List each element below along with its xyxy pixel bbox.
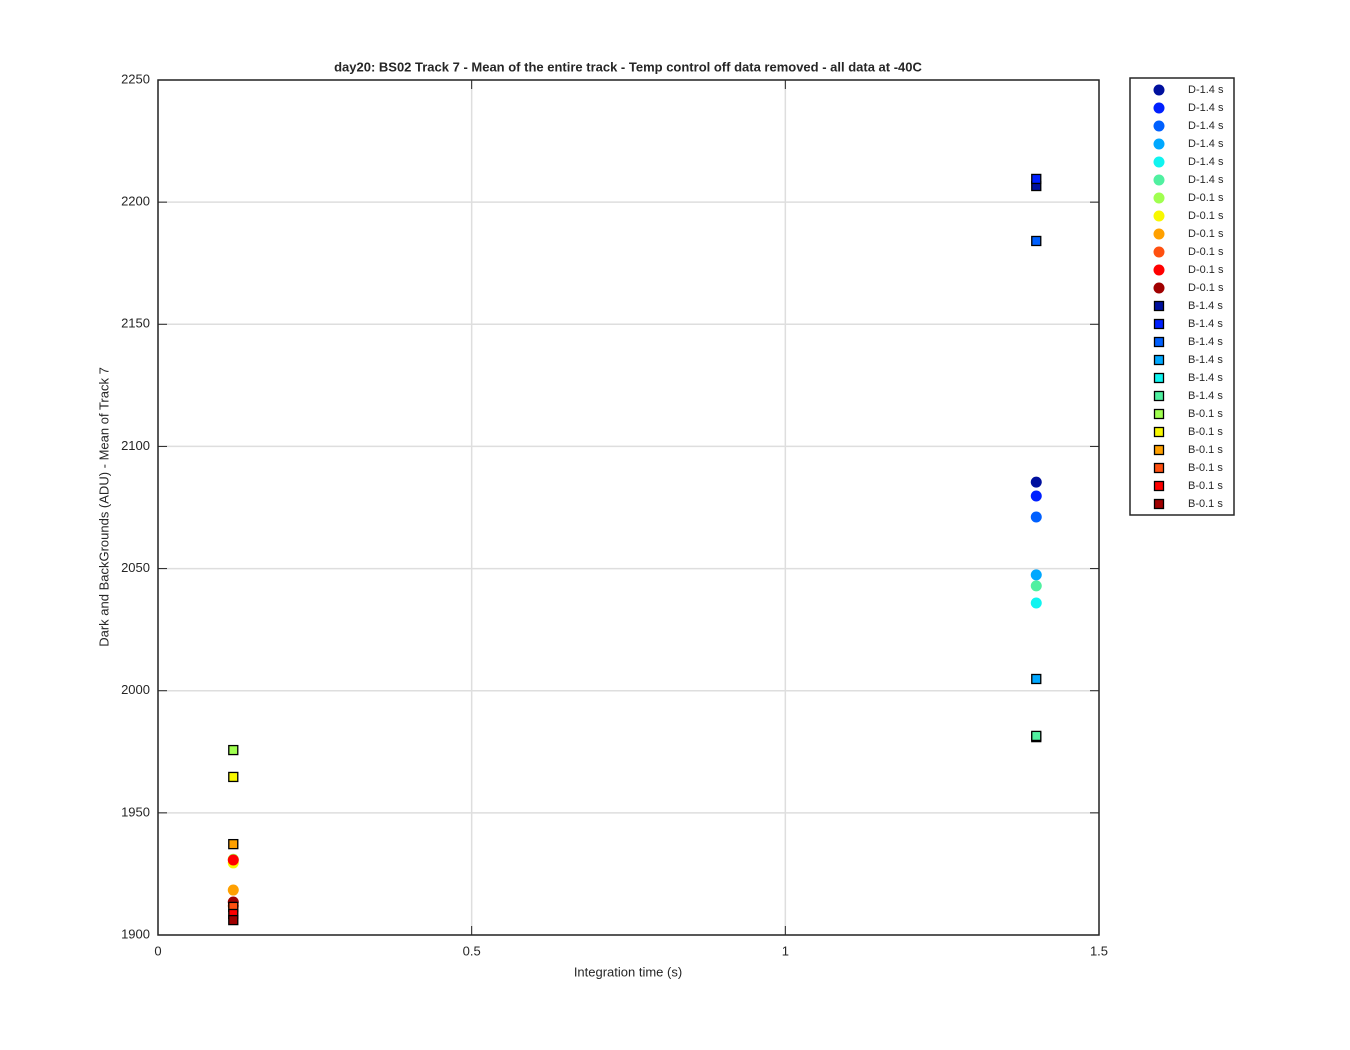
plot-area: [158, 80, 1099, 935]
legend-label: D-1.4 s: [1188, 84, 1224, 96]
legend-label: B-0.1 s: [1188, 480, 1223, 492]
legend-marker: [1153, 120, 1165, 132]
x-tick-label: 1: [782, 943, 789, 958]
legend-marker: [1153, 210, 1165, 222]
legend-marker: [1153, 282, 1165, 294]
point: [1030, 597, 1042, 609]
legend-label: B-0.1 s: [1188, 408, 1223, 420]
legend-label: D-0.1 s: [1188, 246, 1224, 258]
point: [1030, 569, 1042, 581]
legend-label: B-0.1 s: [1188, 498, 1223, 510]
point: [228, 914, 239, 926]
legend-label: B-1.4 s: [1188, 318, 1223, 330]
legend-marker: [1153, 336, 1165, 348]
legend-label: B-1.4 s: [1188, 390, 1223, 402]
x-tick-label: 0: [154, 943, 161, 958]
y-tick-label: 2200: [121, 194, 150, 209]
point: [227, 854, 239, 866]
legend-marker: [1153, 156, 1165, 168]
legend-label: D-0.1 s: [1188, 264, 1224, 276]
y-tick-label: 1950: [121, 804, 150, 819]
legend-marker: [1153, 390, 1165, 402]
legend-label: B-0.1 s: [1188, 426, 1223, 438]
x-tick-label: 0.5: [463, 943, 481, 958]
y-tick-label: 1900: [121, 926, 150, 941]
legend-label: D-1.4 s: [1188, 120, 1224, 132]
point: [1030, 580, 1042, 592]
legend-marker: [1153, 372, 1165, 384]
point: [1030, 490, 1042, 502]
legend-label: D-1.4 s: [1188, 102, 1224, 114]
legend-label: D-0.1 s: [1188, 210, 1224, 222]
legend-marker: [1153, 192, 1165, 204]
legend-marker: [1153, 264, 1165, 276]
legend-label: D-1.4 s: [1188, 156, 1224, 168]
point: [227, 884, 239, 896]
legend-marker: [1153, 462, 1165, 474]
y-tick-label: 2000: [121, 682, 150, 697]
legend-label: B-0.1 s: [1188, 462, 1223, 474]
point: [228, 771, 239, 783]
legend-label: D-0.1 s: [1188, 192, 1224, 204]
y-tick-label: 2050: [121, 560, 150, 575]
legend-marker: [1153, 102, 1165, 114]
legend-marker: [1153, 246, 1165, 258]
y-tick-label: 2250: [121, 71, 150, 86]
axes-frame: [157, 79, 1100, 936]
legend-label: D-0.1 s: [1188, 282, 1224, 294]
x-tick-label: 1.5: [1090, 943, 1108, 958]
point: [228, 744, 239, 756]
point: [1031, 673, 1042, 685]
y-axis-label: Dark and BackGrounds (ADU) - Mean of Tra…: [96, 367, 111, 647]
point: [1030, 476, 1042, 488]
legend-label: B-1.4 s: [1188, 336, 1223, 348]
legend-label: D-1.4 s: [1188, 138, 1224, 150]
y-tick-label: 2150: [121, 316, 150, 331]
legend-label: D-0.1 s: [1188, 228, 1224, 240]
legend-box: [1129, 77, 1235, 516]
y-tick-label: 2100: [121, 438, 150, 453]
legend-marker: [1153, 174, 1165, 186]
chart-title: day20: BS02 Track 7 - Mean of the entire…: [334, 59, 922, 74]
legend-marker: [1153, 408, 1165, 420]
point: [1031, 730, 1042, 742]
legend-label: B-1.4 s: [1188, 354, 1223, 366]
legend-label: B-1.4 s: [1188, 300, 1223, 312]
legend-marker: [1153, 84, 1165, 96]
legend-label: B-1.4 s: [1188, 372, 1223, 384]
legend-marker: [1153, 480, 1165, 492]
legend-marker: [1153, 300, 1165, 312]
x-axis-label: Integration time (s): [574, 964, 682, 979]
legend-marker: [1153, 444, 1165, 456]
legend-marker: [1153, 426, 1165, 438]
legend-marker: [1153, 318, 1165, 330]
legend-marker: [1153, 138, 1165, 150]
legend-marker: [1153, 354, 1165, 366]
legend-marker: [1153, 228, 1165, 240]
point: [228, 838, 239, 850]
point: [1031, 235, 1042, 247]
legend-marker: [1153, 498, 1165, 510]
legend-label: D-1.4 s: [1188, 174, 1224, 186]
point: [1031, 173, 1042, 185]
point: [1030, 511, 1042, 523]
legend-label: B-0.1 s: [1188, 444, 1223, 456]
